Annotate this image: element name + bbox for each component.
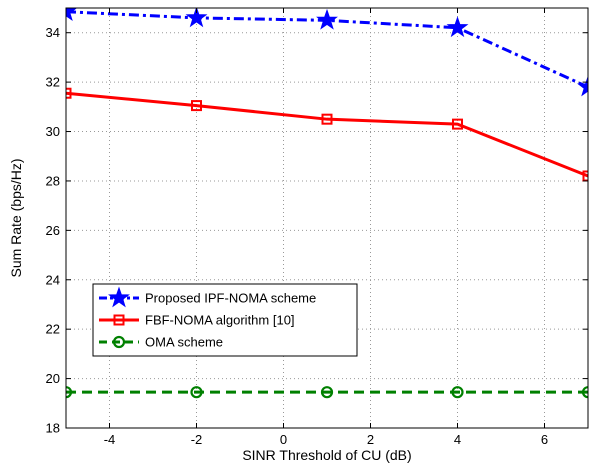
- y-tick-label: 22: [46, 322, 60, 337]
- y-tick-label: 34: [46, 25, 60, 40]
- plot-area-background: [66, 8, 588, 428]
- data-point: [66, 386, 73, 399]
- y-tick-label: 32: [46, 75, 60, 90]
- data-point: [191, 100, 202, 112]
- data-point: [321, 113, 333, 125]
- y-tick-label: 18: [46, 421, 60, 436]
- x-tick-label: -2: [191, 432, 203, 447]
- x-tick-label: -4: [104, 432, 116, 447]
- y-axis-title: Sum Rate (bps/Hz): [8, 158, 24, 277]
- data-point: [190, 386, 203, 399]
- x-tick-label: 4: [454, 432, 461, 447]
- y-tick-label: 24: [46, 272, 60, 287]
- legend-marker: [113, 314, 125, 326]
- data-point: [452, 118, 463, 130]
- data-point: [320, 386, 334, 399]
- series-2: [66, 87, 588, 182]
- plot-frame: [65, 7, 589, 429]
- legend-label: Proposed IPF-NOMA scheme: [145, 291, 316, 306]
- data-point: [66, 87, 72, 99]
- data-point: [582, 170, 588, 182]
- y-tick-label: 28: [46, 173, 60, 188]
- series-line: [66, 91, 588, 178]
- x-tick-label: 6: [541, 432, 548, 447]
- data-point: [581, 386, 588, 399]
- series-3: [66, 386, 588, 399]
- data-point: [316, 8, 338, 30]
- legend-marker: [108, 286, 130, 308]
- series-layer: [66, 8, 588, 399]
- data-point: [185, 8, 208, 28]
- data-point: [577, 75, 588, 97]
- data-point: [451, 386, 464, 399]
- x-axis-title: SINR Threshold of CU (dB): [242, 447, 411, 463]
- x-tick-label: 0: [280, 432, 287, 447]
- x-tick-label: 2: [367, 432, 374, 447]
- y-tick-label: 20: [46, 371, 60, 386]
- legend-label: FBF-NOMA algorithm [10]: [145, 313, 295, 328]
- legend: Proposed IPF-NOMA scheme FBF-NOMA algorit…: [92, 283, 358, 357]
- legend-label: OMA scheme: [145, 335, 223, 350]
- data-point: [66, 8, 77, 22]
- data-point: [446, 16, 469, 38]
- y-tick-label: 30: [46, 124, 60, 139]
- y-tick-label: 26: [46, 223, 60, 238]
- series-1: [66, 8, 588, 97]
- legend-marker: [112, 335, 126, 349]
